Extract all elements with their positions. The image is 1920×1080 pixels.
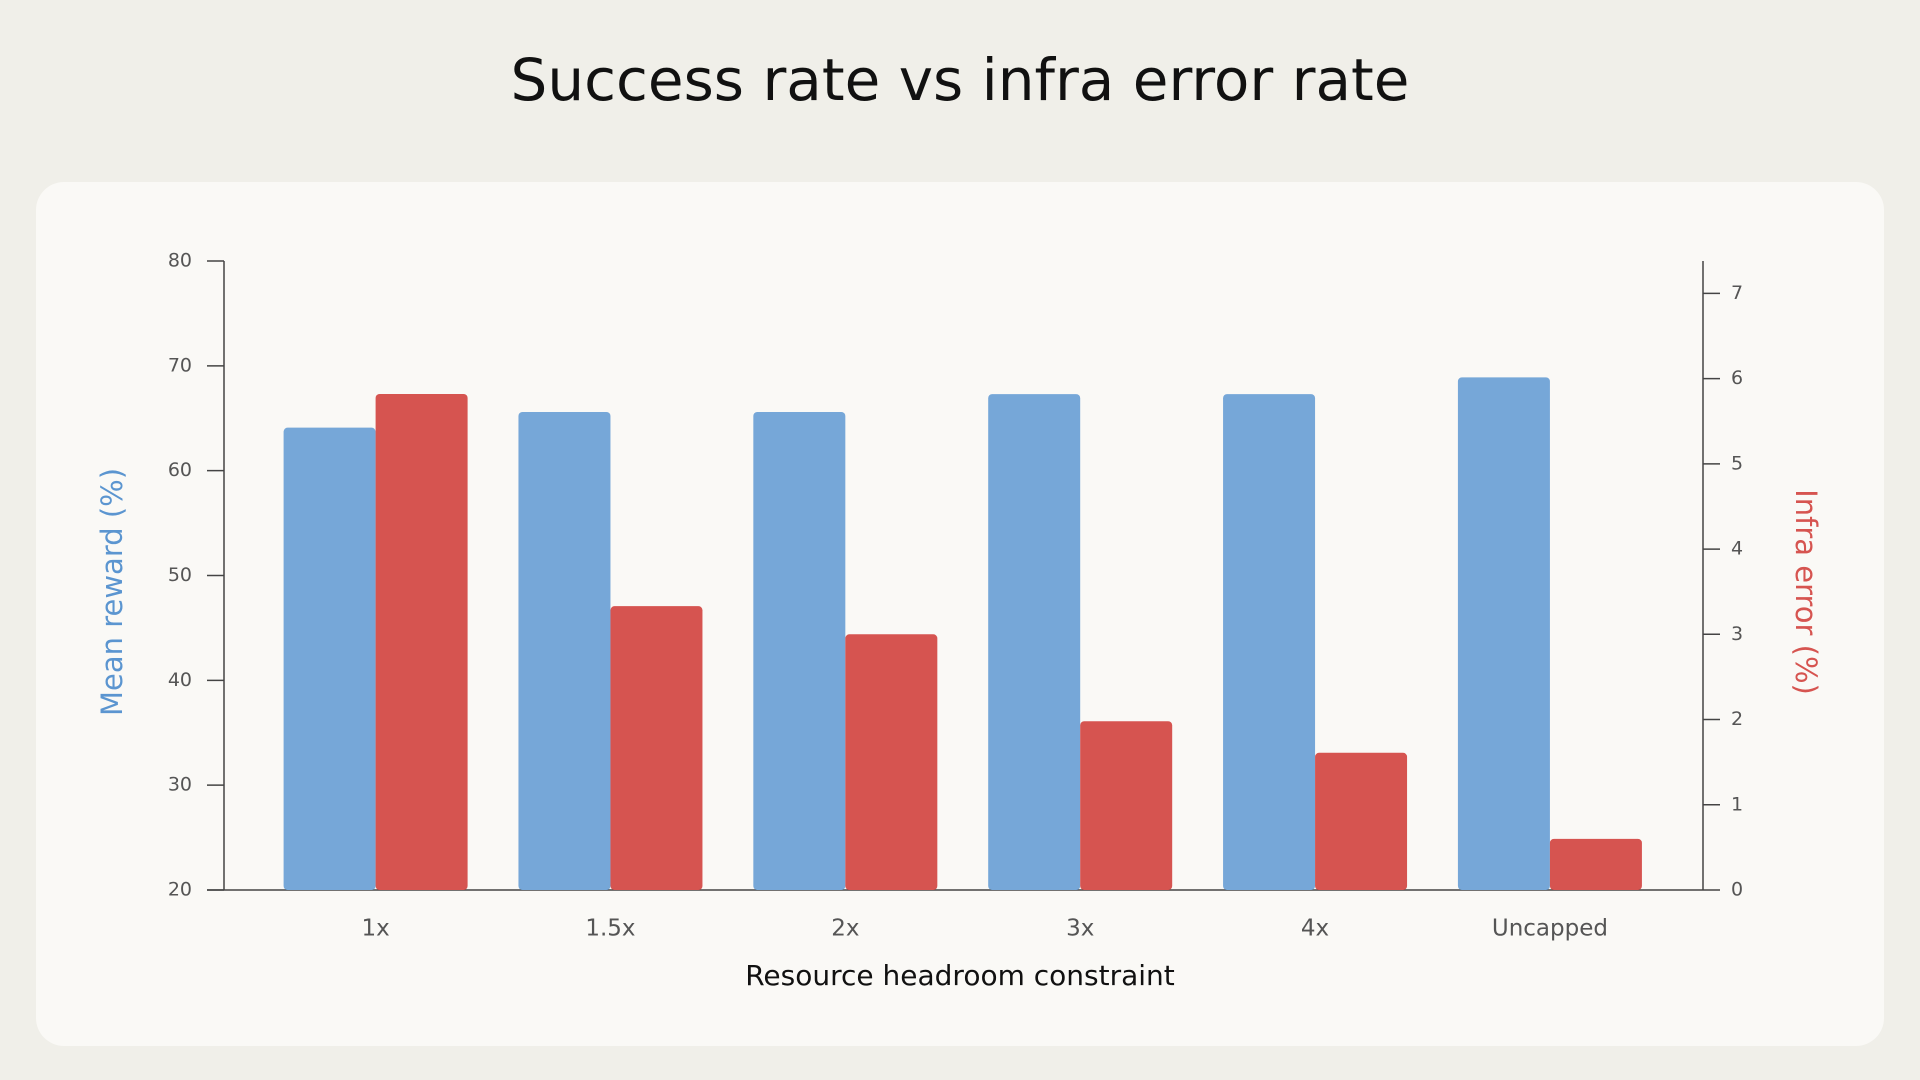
x-tick-label: 2x (831, 916, 859, 942)
y-tick-label: 80 (168, 250, 192, 272)
y2-tick-label: 7 (1731, 282, 1743, 304)
bar (1080, 721, 1173, 890)
y-tick-label: 30 (168, 774, 192, 796)
y-tick-label: 40 (168, 669, 192, 691)
x-tick-label: 1x (361, 916, 389, 942)
y-tick-label: 60 (168, 459, 192, 481)
y2-tick-label: 1 (1731, 793, 1743, 815)
y2-tick-label: 2 (1731, 708, 1743, 730)
x-tick-label: 3x (1066, 916, 1094, 942)
bar (1549, 838, 1642, 890)
y2-tick-label: 5 (1731, 452, 1743, 474)
chart-card (36, 182, 1884, 1046)
bar (988, 394, 1081, 890)
y2-axis-title: Infra error (%) (1789, 489, 1823, 695)
y2-tick-label: 6 (1731, 367, 1743, 389)
bar (283, 427, 376, 890)
y-tick-label: 50 (168, 564, 192, 586)
x-tick-label: 1.5x (585, 916, 635, 942)
bar (1315, 752, 1408, 890)
y-tick-label: 70 (168, 354, 192, 376)
bar (1457, 377, 1550, 890)
x-tick-label: Uncapped (1492, 916, 1608, 942)
bar (518, 411, 611, 890)
y2-tick-label: 0 (1731, 879, 1743, 901)
y2-tick-label: 4 (1731, 538, 1743, 560)
bar (845, 634, 938, 890)
bar (1223, 394, 1316, 890)
x-tick-label: 4x (1301, 916, 1329, 942)
y-tick-label: 20 (168, 879, 192, 901)
bar (375, 393, 468, 890)
chart-title: Success rate vs infra error rate (511, 46, 1410, 114)
y2-tick-label: 3 (1731, 623, 1743, 645)
y-axis-title: Mean reward (%) (95, 468, 129, 716)
bar (610, 606, 703, 890)
bar (753, 411, 846, 890)
x-axis-title: Resource headroom constraint (745, 959, 1175, 992)
